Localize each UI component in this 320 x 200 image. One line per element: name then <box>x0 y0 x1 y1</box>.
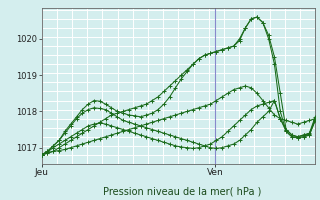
Text: Pression niveau de la mer( hPa ): Pression niveau de la mer( hPa ) <box>103 186 261 196</box>
